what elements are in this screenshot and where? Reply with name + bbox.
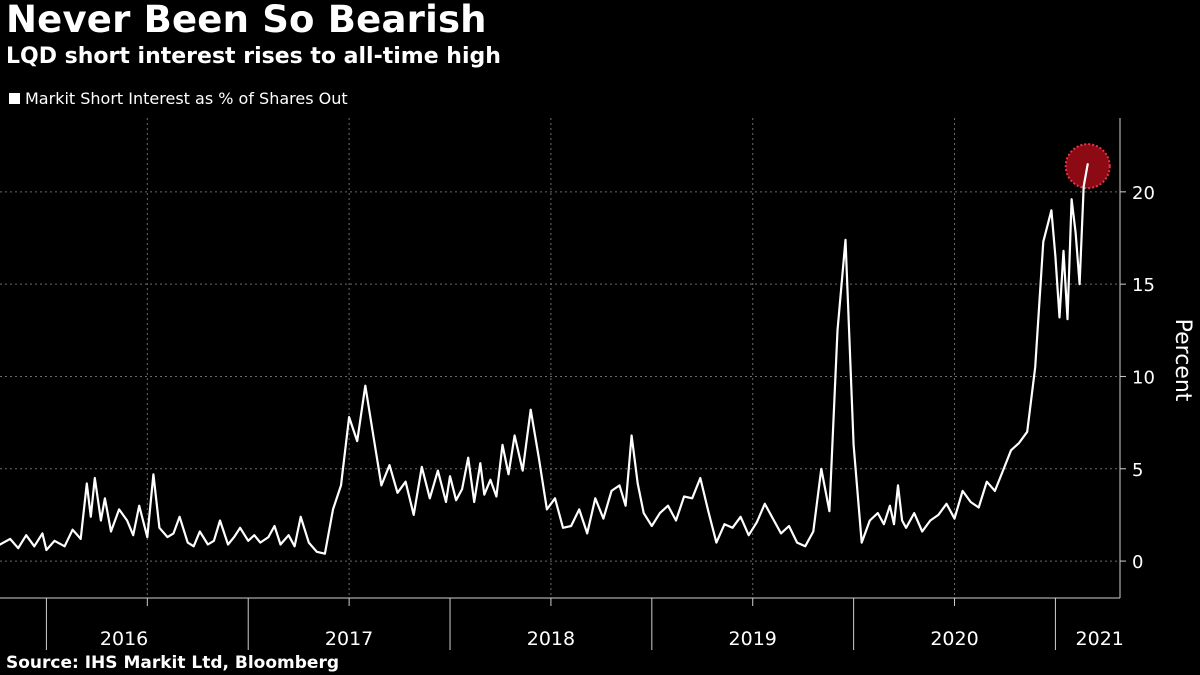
chart-subtitle: LQD short interest rises to all-time hig… bbox=[6, 44, 501, 69]
x-tick-label: 2019 bbox=[729, 628, 777, 650]
chart-title: Never Been So Bearish bbox=[6, 0, 487, 41]
y-axis-title: Percent bbox=[1170, 319, 1195, 402]
x-tick-label: 2018 bbox=[527, 628, 575, 650]
y-tick-label: 20 bbox=[1132, 183, 1155, 204]
legend-swatch bbox=[9, 93, 20, 104]
legend: Markit Short Interest as % of Shares Out bbox=[9, 89, 348, 108]
source-note: Source: IHS Markit Ltd, Bloomberg bbox=[6, 653, 340, 673]
y-tick-label: 5 bbox=[1132, 460, 1143, 481]
x-tick-label: 2016 bbox=[100, 628, 148, 650]
y-tick-label: 15 bbox=[1132, 275, 1155, 296]
legend-label: Markit Short Interest as % of Shares Out bbox=[25, 89, 348, 108]
series-line bbox=[0, 163, 1089, 555]
x-tick-label: 2021 bbox=[1076, 628, 1124, 650]
x-tick-label: 2020 bbox=[930, 628, 978, 650]
y-tick-label: 0 bbox=[1132, 552, 1143, 573]
y-tick-label: 10 bbox=[1132, 367, 1155, 388]
x-tick-label: 2017 bbox=[325, 628, 373, 650]
